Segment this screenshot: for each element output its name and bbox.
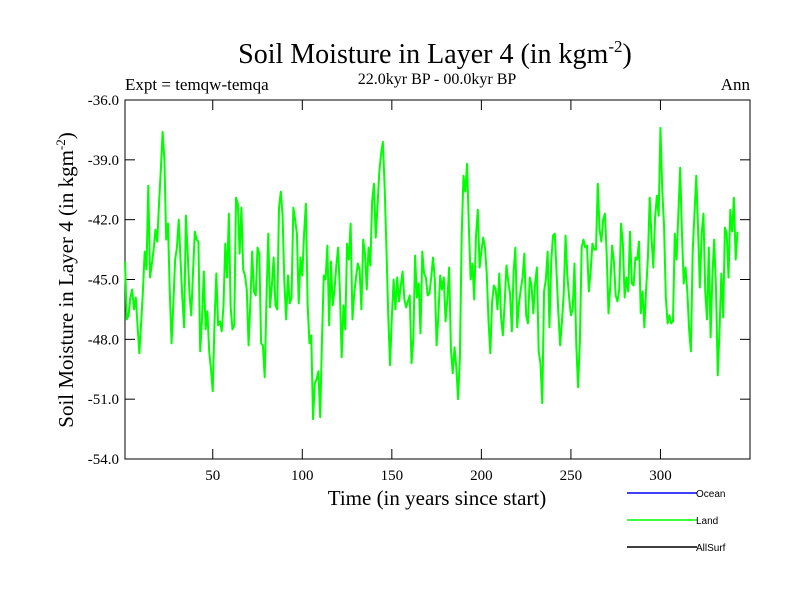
y-tick-label: -54.0: [88, 452, 119, 468]
chart-title: Soil Moisture in Layer 4 (in kgm-2): [238, 37, 632, 70]
legend: Ocean Land AllSurf: [627, 489, 726, 554]
y-tick-label: -42.0: [88, 213, 119, 229]
legend-label-land: Land: [696, 516, 718, 527]
chart-title-superscript: -2: [608, 37, 622, 56]
x-tick-label: 200: [470, 468, 493, 484]
chart-subtitle: 22.0kyr BP - 00.0kyr BP: [358, 71, 517, 88]
y-axis-label-superscript: -2: [53, 139, 68, 150]
x-tick-label: 250: [560, 468, 583, 484]
legend-label-ocean: Ocean: [696, 489, 725, 500]
expt-label: Expt = temqw-temqa: [125, 75, 269, 94]
x-tick-label: 150: [381, 468, 404, 484]
season-label: Ann: [721, 75, 751, 94]
legend-label-allsurf: AllSurf: [696, 543, 726, 554]
x-tick-label: 100: [291, 468, 314, 484]
y-tick-label: -48.0: [88, 332, 119, 348]
y-tick-label: -36.0: [88, 93, 119, 109]
plot-frame: [124, 99, 751, 460]
x-tick-label: 300: [649, 468, 672, 484]
y-axis-label: Soil Moisture in Layer 4 (in kgm-2): [53, 132, 78, 427]
x-axis: 50 100 150 200 250 300: [205, 100, 672, 484]
x-axis-label: Time (in years since start): [328, 486, 547, 510]
y-axis: -54.0 -51.0 -48.0 -45.0 -42.0 -39.0 -36.0: [88, 93, 750, 468]
y-tick-label: -51.0: [88, 392, 119, 408]
y-tick-label: -39.0: [88, 153, 119, 169]
x-tick-label: 50: [205, 468, 220, 484]
y-tick-label: -45.0: [88, 273, 119, 289]
series-line-land: [124, 126, 739, 421]
series-layer: [124, 126, 739, 421]
